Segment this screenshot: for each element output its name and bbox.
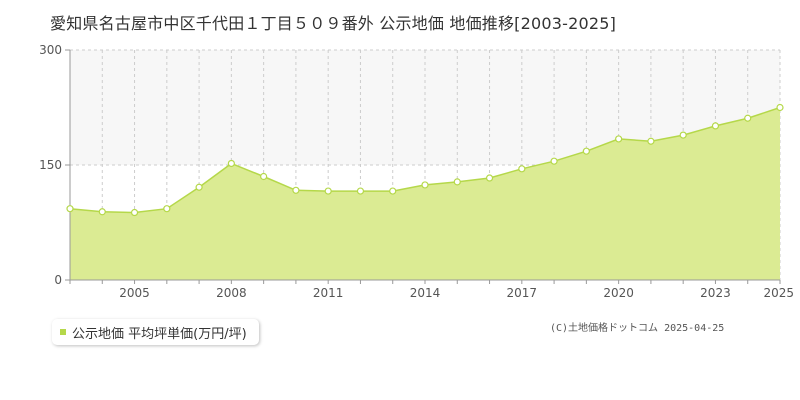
- x-tick-label: 2023: [700, 286, 731, 300]
- data-point: [98, 208, 106, 216]
- data-point: [453, 178, 461, 186]
- data-point: [615, 135, 623, 143]
- data-point: [356, 187, 365, 195]
- series-area: [70, 107, 780, 280]
- chart-plot: 0 150 300 2005 2008 2011 2014 2017 2020 2023 2025: [39, 43, 794, 300]
- data-point: [711, 122, 720, 130]
- chart-title: 愛知県名古屋市中区千代田１丁目５０９番外 公示地価 地価推移[2003-2025…: [50, 14, 617, 33]
- data-point: [679, 131, 687, 139]
- data-point: [485, 174, 494, 182]
- axes: [65, 49, 781, 284]
- data-point: [195, 183, 203, 191]
- data-point: [582, 147, 590, 155]
- data-point: [163, 205, 171, 213]
- x-tick-label: 2005: [119, 286, 150, 300]
- data-point: [647, 137, 655, 145]
- x-tick-label: 2008: [216, 286, 247, 300]
- copyright-text: (C)土地価格ドットコム 2025-04-25: [550, 323, 725, 334]
- x-tick-label: 2025: [763, 286, 794, 300]
- y-tick-labels: 0 150 300: [39, 43, 62, 287]
- data-point: [292, 186, 300, 194]
- x-tick-label: 2017: [507, 286, 538, 300]
- legend: 公示地価 平均坪単価(万円/坪): [52, 319, 259, 345]
- x-tick-label: 2014: [410, 286, 441, 300]
- x-tick-labels: 2005 2008 2011 2014 2017 2020 2023 2025: [119, 286, 794, 300]
- data-point: [227, 159, 235, 168]
- data-point: [550, 157, 558, 165]
- y-tick-label: 300: [39, 43, 62, 57]
- data-point: [324, 187, 332, 195]
- legend-swatch: [60, 329, 66, 335]
- data-point: [421, 181, 429, 189]
- y-tick-label: 0: [54, 273, 62, 287]
- data-point: [776, 103, 784, 112]
- data-point: [744, 114, 752, 122]
- data-point: [389, 187, 397, 195]
- series-points: [66, 103, 784, 217]
- data-point: [260, 172, 268, 181]
- legend-label: 公示地価 平均坪単価(万円/坪): [72, 326, 247, 342]
- y-tick-label: 150: [39, 158, 62, 172]
- x-tick-label: 2011: [313, 286, 344, 300]
- x-tick-label: 2020: [603, 286, 634, 300]
- data-point: [130, 208, 139, 217]
- data-point: [66, 205, 74, 213]
- data-point: [518, 165, 526, 173]
